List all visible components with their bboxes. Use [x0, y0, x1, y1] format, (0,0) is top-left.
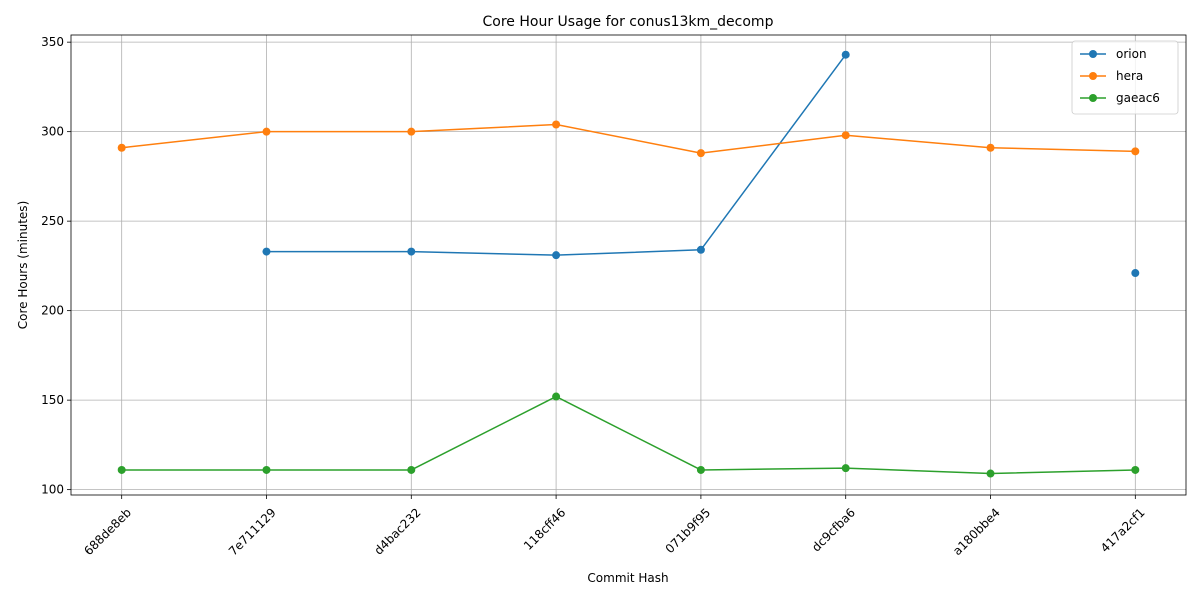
data-point-hera [407, 127, 416, 136]
series-orion [262, 50, 1140, 278]
series-gaeac6 [117, 392, 1140, 478]
data-point-gaeac6 [841, 464, 850, 473]
data-point-orion [1131, 269, 1140, 278]
x-axis-label: Commit Hash [587, 571, 668, 585]
data-point-hera [552, 120, 561, 129]
data-point-orion [696, 245, 705, 254]
data-point-orion [407, 247, 416, 256]
y-tick-label: 300 [41, 125, 64, 139]
legend-marker-orion [1089, 50, 1097, 58]
legend-marker-gaeac6 [1089, 94, 1097, 102]
legend-label-hera: hera [1116, 69, 1143, 83]
data-point-gaeac6 [986, 469, 995, 478]
series-hera [117, 120, 1140, 158]
data-point-hera [696, 149, 705, 158]
legend: orion hera gaeac6 [1071, 40, 1179, 115]
legend-marker-hera [1089, 72, 1097, 80]
data-point-hera [262, 127, 271, 136]
y-tick-label: 150 [41, 393, 64, 407]
plot-frame [70, 34, 1187, 496]
data-point-hera [1131, 147, 1140, 156]
y-tick-label: 250 [41, 214, 64, 228]
y-tick-label: 200 [41, 304, 64, 318]
y-tick-label: 350 [41, 35, 64, 49]
series-layer [117, 50, 1140, 478]
data-point-gaeac6 [262, 465, 271, 474]
data-point-hera [986, 143, 995, 152]
series-line-hera [121, 123, 1136, 154]
data-point-gaeac6 [407, 465, 416, 474]
data-point-orion [841, 50, 850, 59]
data-point-gaeac6 [117, 465, 126, 474]
data-point-gaeac6 [552, 392, 561, 401]
legend-label-gaeac6: gaeac6 [1116, 91, 1160, 105]
y-tick-label: 100 [41, 483, 64, 497]
legend-box [1071, 40, 1179, 115]
data-point-hera [841, 131, 850, 140]
series-line-gaeac6 [121, 395, 1136, 475]
data-point-orion [262, 247, 271, 256]
y-axis-label: Core Hours (minutes) [16, 201, 30, 330]
data-point-gaeac6 [696, 465, 705, 474]
data-point-hera [117, 143, 126, 152]
chart-title: Core Hour Usage for conus13km_decomp [483, 14, 774, 30]
grid [71, 35, 1186, 495]
data-point-gaeac6 [1131, 465, 1140, 474]
legend-label-orion: orion [1116, 47, 1147, 61]
data-point-orion [552, 251, 561, 260]
